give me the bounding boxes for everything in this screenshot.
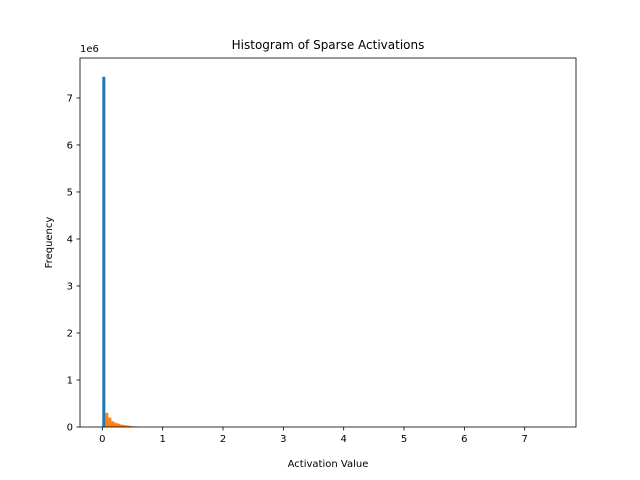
plot-frame — [79, 57, 577, 428]
x-axis-label: Activation Value — [288, 459, 369, 470]
x-tick-label: 5 — [401, 434, 407, 445]
y-tick-label: 4 — [67, 235, 73, 246]
histogram-bar — [102, 76, 106, 427]
y-ticks-group: 0 1 2 3 4 5 6 7 — [67, 94, 80, 434]
bars-group — [102, 76, 139, 427]
x-tick-label: 2 — [220, 434, 226, 445]
y-tick-label: 3 — [67, 282, 73, 293]
chart-title: Histogram of Sparse Activations — [232, 38, 425, 52]
histogram-bar — [117, 423, 121, 427]
histogram-bar — [114, 422, 118, 427]
y-tick-label: 0 — [67, 423, 73, 434]
x-tick-label: 3 — [280, 434, 286, 445]
histogram-bar — [105, 412, 109, 427]
x-tick-label: 1 — [159, 434, 165, 445]
y-tick-label: 6 — [67, 141, 73, 152]
x-tick-label: 0 — [99, 434, 105, 445]
y-tick-label: 2 — [67, 329, 73, 340]
histogram-bar — [126, 425, 130, 427]
y-tick-label: 5 — [67, 188, 73, 199]
y-axis-label: Frequency — [44, 217, 55, 269]
histogram-bar — [123, 425, 127, 427]
y-tick-label: 1 — [67, 376, 73, 387]
y-tick-label: 7 — [67, 94, 73, 105]
histogram-bar — [129, 426, 133, 427]
x-tick-label: 4 — [341, 434, 347, 445]
histogram-bar — [108, 417, 112, 427]
x-tick-label: 6 — [461, 434, 467, 445]
x-tick-label: 7 — [522, 434, 528, 445]
x-ticks-group: 0 1 2 3 4 5 6 7 — [99, 427, 528, 445]
histogram-bar — [111, 421, 115, 427]
y-offset-text: 1e6 — [80, 44, 99, 55]
histogram-bar — [120, 424, 124, 427]
